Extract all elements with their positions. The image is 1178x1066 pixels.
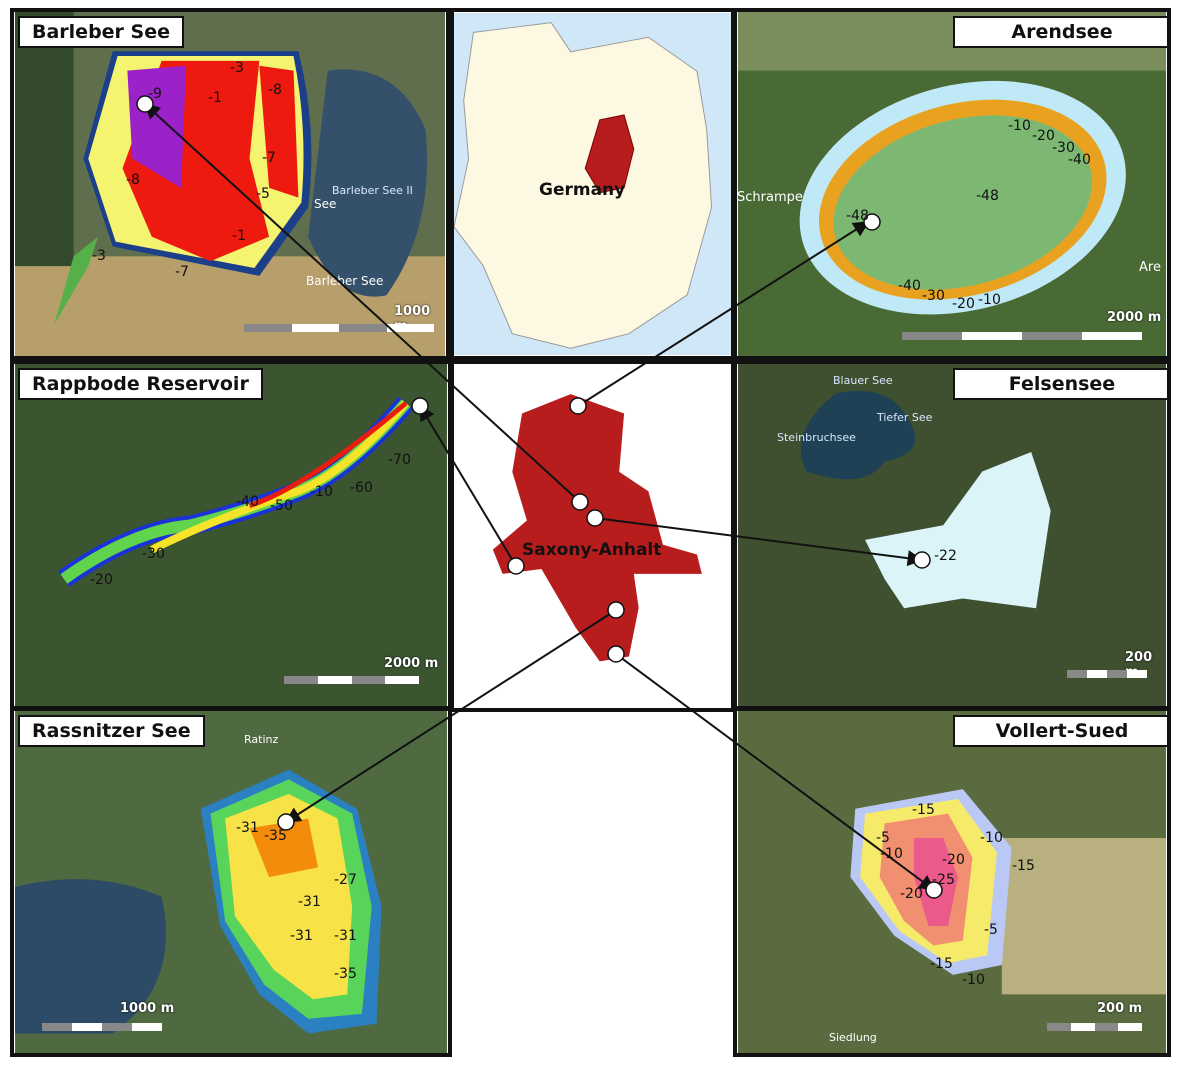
depth-label: -25 <box>932 872 955 888</box>
depth-label: -5 <box>876 830 890 846</box>
scale-label: 200 m <box>1097 1001 1143 1016</box>
saxony-anhalt-mini <box>584 114 635 194</box>
depth-label: -48 <box>976 188 999 204</box>
panel-germany: Germany <box>450 8 735 360</box>
depth-label: -10 <box>310 484 333 500</box>
place-label: Are <box>1139 260 1161 275</box>
depth-label: -10 <box>880 846 903 862</box>
depth-label: -31 <box>334 928 357 944</box>
felsensee-map <box>738 364 1166 706</box>
scale-bar <box>244 324 434 332</box>
depth-label: -15 <box>912 802 935 818</box>
place-label: Siedlung <box>829 1031 877 1044</box>
panel-title: Rappbode Reservoir <box>18 368 263 400</box>
depth-label: -10 <box>980 830 1003 846</box>
depth-label: -9 <box>148 86 162 102</box>
depth-label: -10 <box>1008 118 1031 134</box>
rappbode-map <box>15 364 447 706</box>
depth-label: -27 <box>334 872 357 888</box>
panel-title: Vollert-Sued <box>953 715 1167 747</box>
scale-bar <box>42 1023 162 1031</box>
depth-label: -20 <box>952 296 975 312</box>
panel-title: Felsensee <box>953 368 1167 400</box>
depth-label: -35 <box>334 966 357 982</box>
panel-title: Rassnitzer See <box>18 715 205 747</box>
germany-label: Germany <box>539 180 626 200</box>
scale-bar <box>1047 1023 1142 1031</box>
panel-felsensee: Felsensee Blauer See Tiefer See Steinbru… <box>733 360 1171 710</box>
panel-rassnitzer-see: Rassnitzer See Ratinz 1000 m <box>10 707 452 1057</box>
place-label: See <box>314 197 337 211</box>
scale-label: 1000 m <box>120 1001 175 1016</box>
depth-label: -31 <box>298 894 321 910</box>
depth-label: -5 <box>984 922 998 938</box>
depth-label: -31 <box>290 928 313 944</box>
saxony-anhalt-map <box>454 364 731 708</box>
depth-label: -7 <box>262 150 276 166</box>
depth-label: -35 <box>264 828 287 844</box>
depth-label: -5 <box>256 186 270 202</box>
scale-label: 2000 m <box>1107 310 1162 325</box>
depth-label: -22 <box>934 548 957 564</box>
depth-label: -20 <box>900 886 923 902</box>
saxony-anhalt-label: Saxony-Anhalt <box>522 540 662 560</box>
depth-label: -40 <box>1068 152 1091 168</box>
place-label: Barleber See II <box>332 184 413 197</box>
depth-label: -15 <box>1012 858 1035 874</box>
panel-rappbode: Rappbode Reservoir 2000 m <box>10 360 452 710</box>
panel-saxony-anhalt: Saxony-Anhalt <box>450 360 735 712</box>
depth-label: -30 <box>922 288 945 304</box>
depth-label: -7 <box>175 264 189 280</box>
depth-label: -30 <box>1052 140 1075 156</box>
depth-label: -40 <box>236 494 259 510</box>
place-label: Schrampe <box>737 190 803 205</box>
scale-bar <box>1067 670 1147 678</box>
depth-label: -60 <box>350 480 373 496</box>
depth-label: -10 <box>978 292 1001 308</box>
depth-label: -15 <box>930 956 953 972</box>
scale-label: 2000 m <box>384 656 439 671</box>
panel-title: Arendsee <box>953 16 1167 48</box>
place-label: Tiefer See <box>877 411 933 424</box>
scale-bar <box>902 332 1142 340</box>
depth-label: -3 <box>92 248 106 264</box>
depth-label: -50 <box>270 498 293 514</box>
depth-label: -20 <box>90 572 113 588</box>
depth-label: -40 <box>898 278 921 294</box>
depth-label: -48 <box>846 208 869 224</box>
rassnitzer-map <box>15 711 447 1053</box>
place-label: Ratinz <box>244 733 279 746</box>
depth-label: -10 <box>962 972 985 988</box>
scale-bar <box>284 676 419 684</box>
depth-label: -30 <box>142 546 165 562</box>
place-label: Steinbruchsee <box>777 431 856 444</box>
depth-label: -1 <box>208 90 222 106</box>
depth-label: -8 <box>268 82 282 98</box>
depth-label: -31 <box>236 820 259 836</box>
depth-label: -8 <box>126 172 140 188</box>
depth-label: -3 <box>230 60 244 76</box>
panel-title: Barleber See <box>18 16 185 48</box>
place-label: Barleber See <box>306 274 384 288</box>
depth-label: -20 <box>942 852 965 868</box>
depth-label: -20 <box>1032 128 1055 144</box>
place-label: Blauer See <box>833 374 893 387</box>
depth-label: -1 <box>232 228 246 244</box>
depth-label: -70 <box>388 452 411 468</box>
